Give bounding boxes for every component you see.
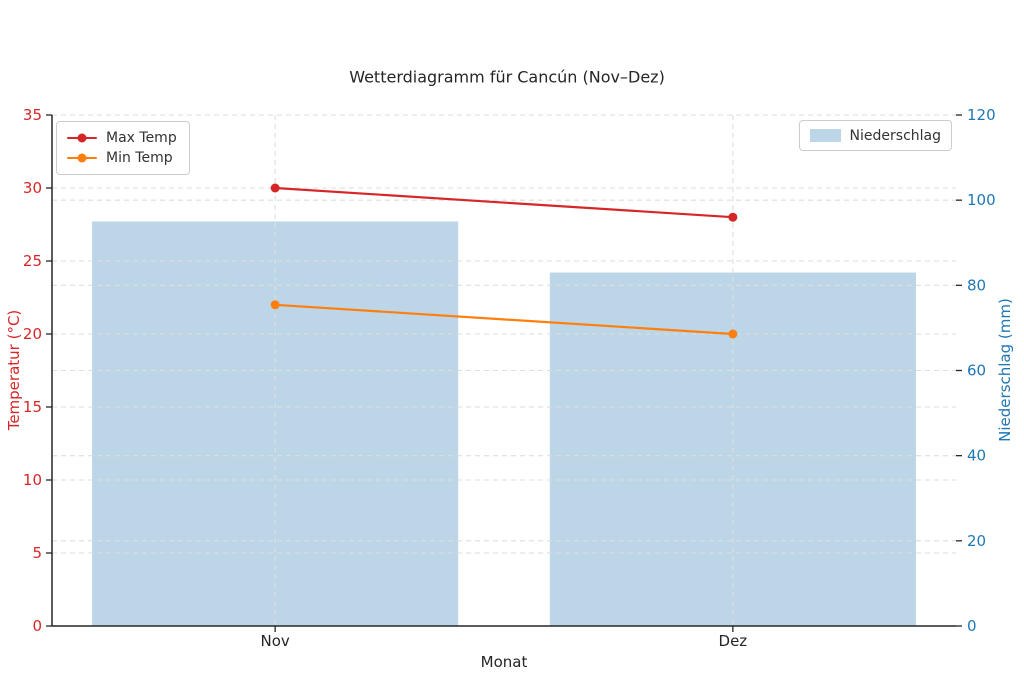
ytick-label-left-30: 30 (23, 179, 42, 197)
max-temp-line-marker-icon (67, 133, 97, 143)
x-axis-label: Monat (480, 653, 528, 671)
ytick-label-right-100: 100 (967, 191, 996, 209)
precipitation-swatch-icon (809, 129, 841, 142)
ytick-label-left-25: 25 (23, 252, 42, 270)
ytick-label-left-20: 20 (23, 325, 42, 343)
ytick-label-left-15: 15 (23, 398, 42, 416)
legend-label-min-temp: Min Temp (106, 150, 173, 166)
xtick-label-nov: Nov (260, 632, 289, 650)
min-temp-dot-sample (77, 153, 87, 163)
ytick-label-right-0: 0 (967, 617, 977, 635)
min-temp-line (275, 303, 733, 336)
y-axis-label-temperature: Temperatur (°C) (5, 309, 23, 431)
legend-item-max-temp: Max Temp (57, 130, 189, 146)
ytick-label-right-80: 80 (967, 276, 986, 294)
y-axis-label-precipitation: Niederschlag (mm) (996, 298, 1014, 442)
ytick-label-left-0: 0 (32, 617, 42, 635)
legend-temperature: Max Temp Min Temp (56, 121, 190, 175)
min-temp-marker-nov (270, 300, 280, 310)
ytick-label-left-10: 10 (23, 471, 42, 489)
ytick-label-right-40: 40 (967, 447, 986, 465)
ytick-label-right-20: 20 (967, 532, 986, 550)
legend-label-precipitation: Niederschlag (849, 127, 941, 144)
legend-item-precipitation: Niederschlag (809, 127, 941, 144)
xtick-label-dez: Dez (719, 632, 748, 650)
ytick-label-right-60: 60 (967, 362, 986, 380)
max-temp-marker-dez (728, 212, 738, 222)
legend-label-max-temp: Max Temp (106, 130, 177, 146)
ytick-label-left-35: 35 (23, 106, 42, 124)
max-temp-dot-sample (77, 133, 87, 143)
min-temp-marker-dez (728, 329, 738, 339)
chart-title: Wetterdiagramm für Cancún (Nov–Dez) (349, 67, 665, 87)
min-temp-line-marker-icon (67, 153, 97, 163)
ytick-label-left-5: 5 (32, 544, 42, 562)
legend-precipitation: Niederschlag (798, 120, 952, 151)
max-temp-line (275, 186, 733, 219)
legend-item-min-temp: Min Temp (57, 150, 189, 166)
ytick-label-right-120: 120 (967, 106, 996, 124)
max-temp-marker-nov (270, 183, 280, 193)
